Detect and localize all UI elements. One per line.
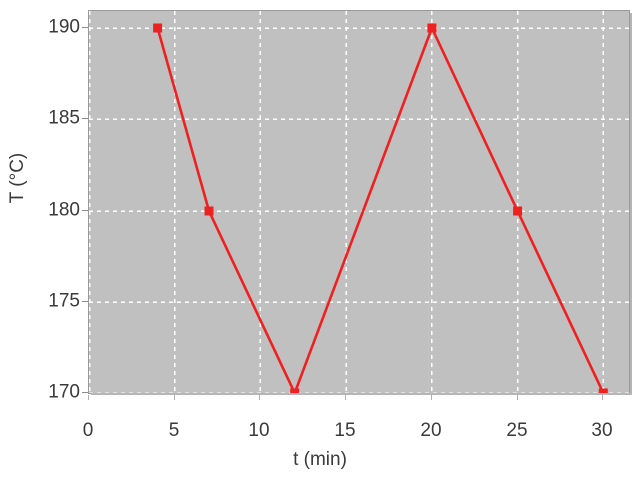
y-tickmark	[82, 301, 88, 302]
x-axis-tick-labels: 0 5 10 15 20 25 30	[0, 421, 640, 447]
x-tickmark	[431, 395, 432, 400]
x-tickmark	[259, 395, 260, 400]
x-axis-title: t (min)	[293, 449, 347, 470]
x-tick-label: 15	[334, 420, 356, 441]
x-tickmark	[88, 395, 89, 400]
y-tick-label: 190	[48, 16, 80, 38]
y-tickmark	[82, 118, 88, 119]
y-axis-tick-labels: 190 185 180 175 170	[28, 0, 80, 480]
y-tick-label: 180	[48, 199, 80, 221]
y-axis-title: T (°C)	[7, 152, 28, 204]
y-axis-title-wrapper: T (°C)	[7, 98, 28, 258]
y-tick-label: 185	[48, 107, 80, 129]
plot-area	[88, 10, 630, 394]
y-tickmark	[82, 392, 88, 393]
x-tick-label: 10	[248, 420, 270, 441]
y-tick-label: 175	[48, 290, 80, 312]
plot-canvas	[89, 11, 629, 393]
x-tick-label: 0	[82, 420, 94, 441]
x-tick-label: 20	[420, 420, 442, 441]
plot-frame-shadow-right	[630, 13, 632, 395]
y-tickmark	[82, 210, 88, 211]
x-tick-label: 30	[591, 420, 613, 441]
data-line-temperature	[156, 24, 605, 393]
gridlines-horizontal	[89, 27, 629, 393]
x-tickmark	[517, 395, 518, 400]
x-tick-label: 5	[168, 420, 180, 441]
x-tickmark	[602, 395, 603, 400]
gridlines-vertical	[89, 11, 605, 393]
plot-frame-shadow-bottom	[91, 393, 632, 395]
x-tick-label: 25	[506, 420, 528, 441]
data-markers-temperature	[153, 23, 608, 393]
x-tickmark	[174, 395, 175, 400]
x-tickmark	[345, 395, 346, 400]
y-tickmark	[82, 27, 88, 28]
y-tick-label: 170	[48, 381, 80, 403]
